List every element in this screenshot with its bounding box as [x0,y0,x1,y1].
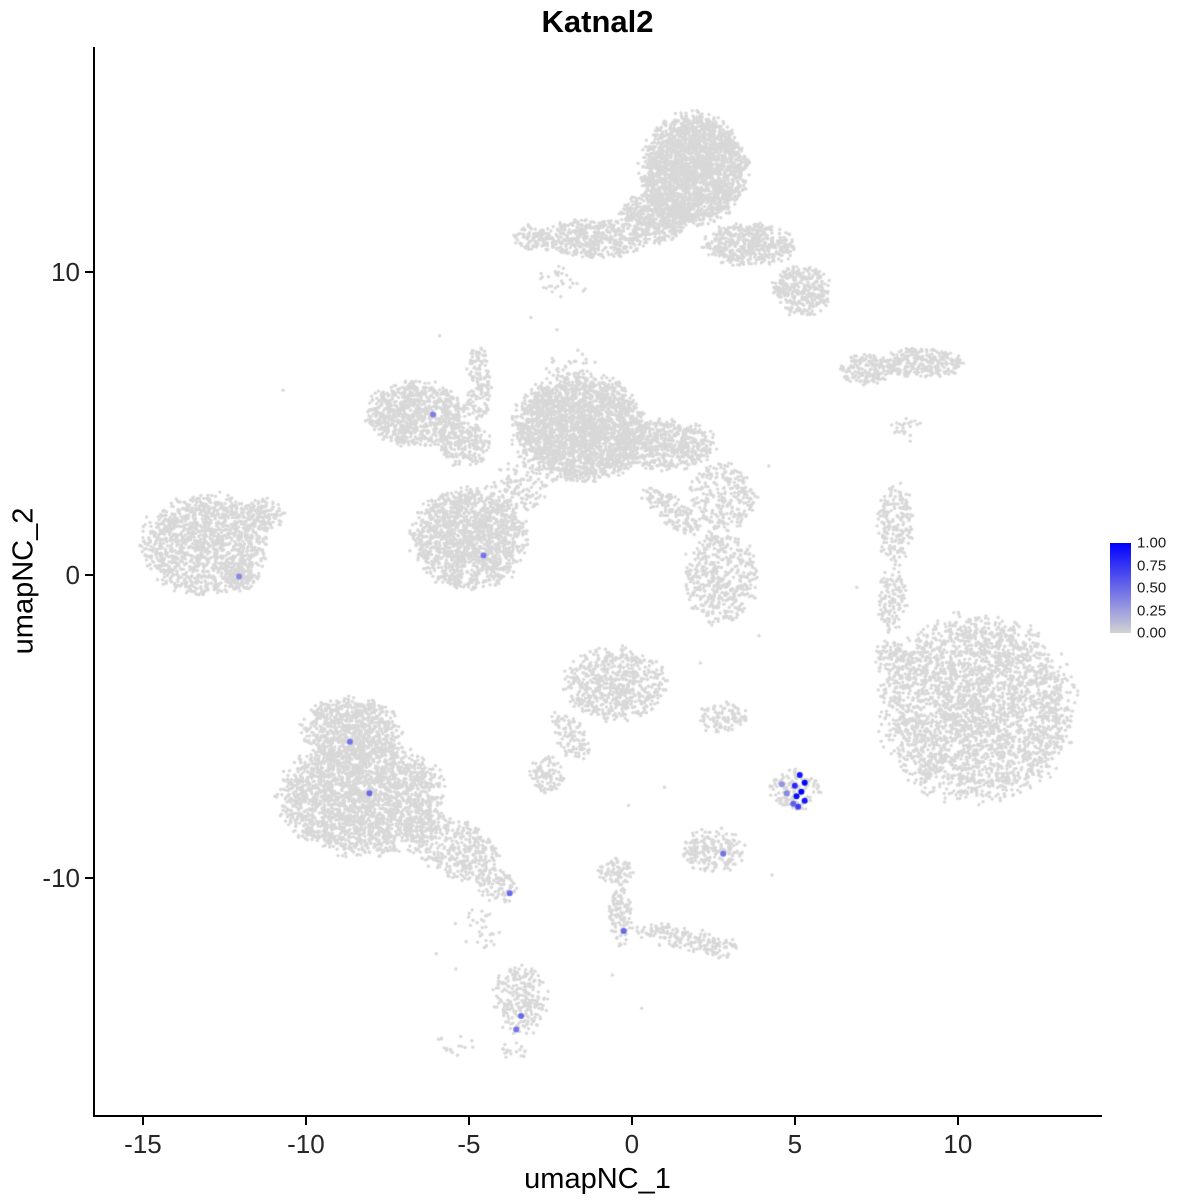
y-tick-label: -10 [42,863,80,894]
legend-tick-label: 0.00 [1137,624,1167,642]
legend-tick-label: 0.25 [1137,602,1167,619]
x-axis-line [93,1115,1102,1117]
y-axis-title: umapNC_2 [7,507,40,655]
x-axis-title: umapNC_1 [524,1163,671,1195]
x-tick-mark [304,1117,307,1125]
x-tick-mark [630,1117,633,1125]
legend-tick-label: 1.00 [1137,534,1167,552]
y-tick-label: 0 [65,560,80,591]
legend-gradient-bar [1110,543,1131,633]
plot-title: Katnal2 [541,4,654,39]
x-tick-mark [793,1117,796,1125]
x-tick-label: 0 [624,1129,640,1159]
y-tick-mark [85,877,93,880]
x-tick-mark [467,1117,470,1125]
x-tick-label: -5 [457,1129,481,1159]
legend-tick-label: 0.75 [1137,557,1167,574]
x-tick-label: 10 [943,1129,973,1159]
y-tick-mark [85,574,93,577]
y-tick-mark [85,271,93,274]
y-axis-line [93,47,95,1117]
x-tick-label: 5 [787,1129,803,1159]
x-tick-mark [956,1117,959,1125]
x-tick-mark [141,1117,144,1125]
x-tick-label: -10 [287,1129,325,1159]
y-tick-label: 10 [51,257,80,288]
x-tick-label: -15 [124,1129,162,1159]
legend-tick-label: 0.50 [1137,579,1167,597]
